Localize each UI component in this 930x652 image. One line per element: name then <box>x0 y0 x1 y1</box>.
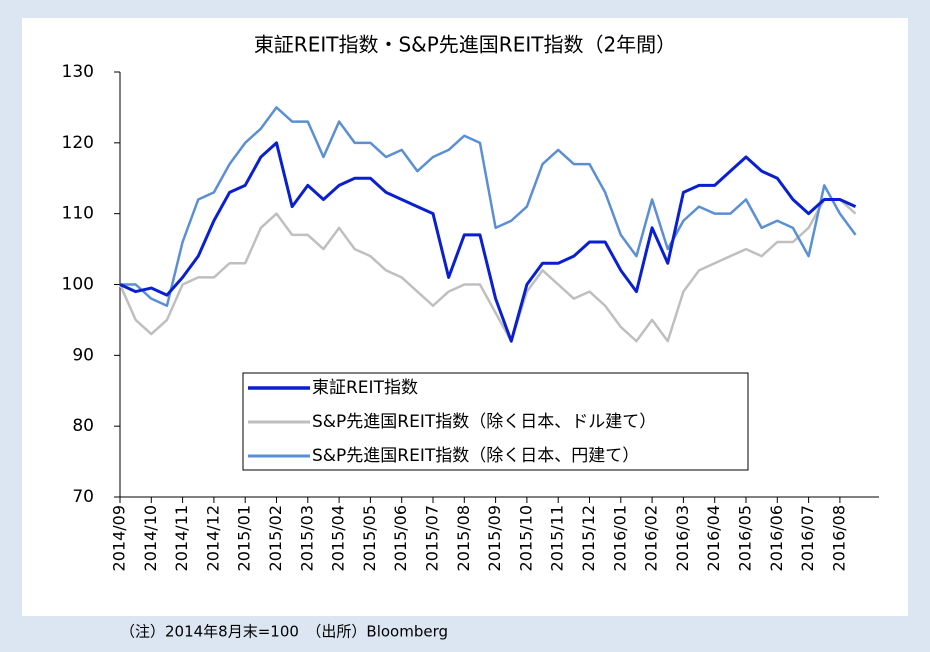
x-tick-label: 2015/05 <box>360 505 379 571</box>
legend-label: S&P先進国REIT指数（除く日本、ドル建て） <box>312 412 656 432</box>
series-line <box>119 141 857 343</box>
x-tick-label: 2015/02 <box>266 505 285 571</box>
y-tick-label: 90 <box>72 345 94 365</box>
x-tick-label: 2014/10 <box>141 505 160 571</box>
chart-panel <box>22 18 908 616</box>
y-tick-label: 100 <box>62 275 94 295</box>
x-tick-label: 2015/09 <box>485 505 504 571</box>
chart-title: 東証REIT指数・S&P先進国REIT指数（2年間） <box>254 33 676 57</box>
x-tick-label: 2015/04 <box>329 505 348 571</box>
x-tick-label: 2016/01 <box>610 505 629 571</box>
legend-label: 東証REIT指数 <box>312 378 418 398</box>
x-tick-label: 2016/03 <box>673 505 692 571</box>
y-tick-label: 130 <box>62 62 94 82</box>
x-tick-label: 2016/04 <box>704 505 723 571</box>
x-tick-label: 2014/09 <box>110 505 129 571</box>
x-tick-label: 2016/08 <box>829 505 848 571</box>
footnote: （注）2014年8月末=100 （出所）Bloomberg <box>120 623 448 641</box>
y-tick-label: 120 <box>62 133 94 153</box>
y-tick-label: 80 <box>72 416 94 436</box>
x-tick-label: 2016/05 <box>736 505 755 571</box>
x-tick-label: 2015/07 <box>423 505 442 571</box>
y-tick-label: 70 <box>72 487 94 507</box>
x-tick-label: 2015/06 <box>391 505 410 571</box>
x-tick-label: 2015/12 <box>579 505 598 571</box>
series-line <box>120 106 857 307</box>
legend-label: S&P先進国REIT指数（除く日本、円建て） <box>312 446 639 466</box>
legend-box <box>242 372 749 471</box>
x-tick-label: 2016/02 <box>642 505 661 571</box>
x-tick-label: 2015/01 <box>235 505 254 571</box>
series-line <box>118 198 857 343</box>
x-tick-label: 2015/11 <box>548 505 567 571</box>
y-tick-label: 110 <box>62 204 94 224</box>
x-tick-label: 2014/11 <box>172 505 191 571</box>
x-tick-label: 2016/06 <box>767 505 786 571</box>
x-tick-label: 2014/12 <box>203 505 222 571</box>
x-tick-label: 2016/07 <box>798 505 817 571</box>
legend: 東証REIT指数 S&P先進国REIT指数（除く日本、ドル建て） S&P先進国REI… <box>242 372 749 471</box>
x-tick-label: 2015/10 <box>516 505 535 571</box>
x-tick-label: 2015/08 <box>454 505 473 571</box>
x-tick-label: 2015/03 <box>297 505 316 571</box>
